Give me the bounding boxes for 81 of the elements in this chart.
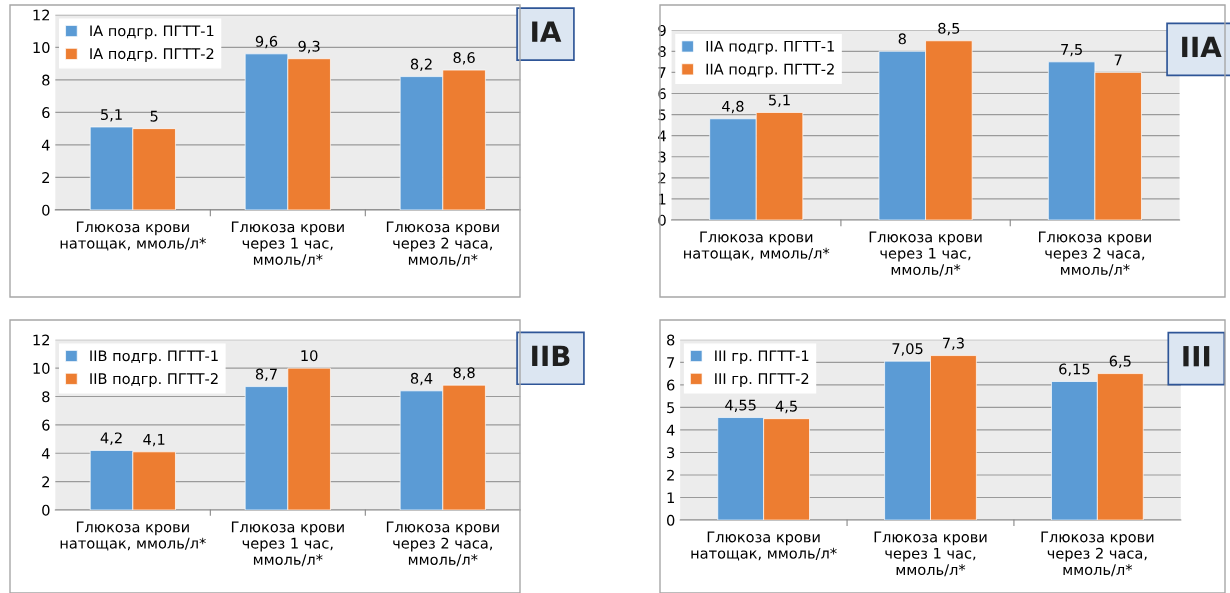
y-tick-label: 3 (667, 447, 675, 459)
chart-title: III (1183, 346, 1210, 367)
data-label: 7,5 (1061, 44, 1082, 57)
x-tick-label: Глюкоза крови через 1 час, ммоль/л* (869, 231, 982, 277)
legend-label: IA подгр. ПГТТ-1 (90, 25, 214, 40)
chart-title: IA (532, 21, 562, 42)
data-label: 9,6 (255, 35, 278, 49)
y-tick-label: 9 (658, 24, 666, 36)
data-label: 10 (301, 350, 318, 362)
y-tick-label: 5 (667, 402, 675, 414)
x-tick-label: Глюкоза крови через 1 час, ммоль/л* (231, 221, 344, 267)
y-tick-label: 12 (33, 9, 50, 21)
y-tick-label: 2 (658, 172, 666, 184)
y-tick-label: 4 (666, 424, 675, 436)
data-label: 7 (1114, 54, 1122, 66)
x-tick-label: Глюкоза крови через 2 часа, ммоль/л* (386, 221, 499, 267)
y-tick-label: 2 (42, 476, 50, 488)
x-tick-label: Глюкоза крови через 2 часа, ммоль/л* (1041, 531, 1154, 577)
data-label: 9,3 (298, 40, 320, 54)
legend-label: IIA подгр. ПГТТ-1 (706, 40, 834, 55)
legend-label: III гр. ПГТТ-1 (715, 350, 809, 365)
y-tick-label: 0 (667, 514, 675, 526)
data-label: 5,1 (769, 94, 790, 107)
x-tick-label: Глюкоза крови натощак, ммоль/л* (691, 531, 837, 561)
legend-label: IIB подгр. ПГТТ-2 (90, 373, 218, 387)
y-tick-label: 8 (42, 74, 50, 86)
legend-label: III гр. ПГТТ-2 (715, 373, 809, 387)
x-tick-label: Глюкоза крови через 2 часа, ммоль/л* (1039, 231, 1151, 277)
legend-label: IIB подгр. ПГТТ-1 (90, 350, 218, 365)
y-tick-label: 8 (667, 334, 675, 346)
y-tick-label: 4 (658, 130, 666, 142)
y-tick-label: 5 (658, 109, 666, 121)
chart-title: IIB (532, 345, 570, 366)
y-tick-label: 7 (658, 67, 666, 78)
data-label: 6,15 (1059, 363, 1090, 376)
y-tick-label: 0 (42, 504, 50, 516)
x-tick-label: Глюкоза крови через 1 час, ммоль/л* (231, 521, 344, 567)
data-label: 5 (150, 110, 158, 122)
data-label: 8,6 (453, 52, 475, 65)
data-label: 4,1 (143, 434, 165, 447)
y-tick-label: 6 (667, 379, 675, 391)
x-tick-label: Глюкоза крови натощак, ммоль/л* (60, 521, 206, 551)
y-tick-label: 10 (33, 362, 50, 374)
data-label: 8,2 (410, 58, 432, 72)
x-tick-label: Глюкоза крови через 2 часа, ммоль/л* (386, 521, 499, 567)
y-tick-label: 10 (33, 42, 50, 54)
y-tick-label: 7 (667, 357, 675, 368)
data-label: 4,5 (775, 400, 797, 414)
data-label: 4,8 (722, 100, 744, 114)
data-label: 5,1 (101, 109, 122, 122)
y-tick-label: 4 (41, 448, 50, 459)
x-tick-label: Глюкоза крови натощак, ммоль/л* (684, 231, 830, 261)
data-label: 6,5 (1109, 355, 1131, 369)
data-label: 8,5 (938, 22, 960, 36)
y-tick-label: 0 (658, 214, 666, 226)
legend-label: IA подгр. ПГТТ-2 (90, 48, 214, 63)
y-tick-label: 3 (658, 151, 666, 163)
data-label: 8,8 (453, 367, 475, 380)
y-tick-label: 6 (658, 88, 666, 100)
data-label: 8 (898, 33, 906, 45)
y-tick-label: 12 (33, 334, 50, 346)
x-tick-label: Глюкоза крови через 1 час, ммоль/л* (874, 531, 987, 577)
y-tick-label: 6 (42, 419, 50, 431)
legend-label: IIA подгр. ПГТТ-2 (706, 63, 834, 78)
data-label: 7,3 (943, 337, 964, 351)
data-label: 7,05 (892, 343, 923, 356)
y-tick-label: 6 (42, 107, 50, 119)
data-label: 4,55 (725, 399, 756, 413)
y-tick-label: 0 (42, 204, 50, 216)
y-tick-label: 1 (659, 193, 666, 205)
y-tick-label: 4 (41, 139, 50, 151)
data-label: 8,4 (410, 372, 433, 386)
x-tick-label: Глюкоза крови натощак, ммоль/л* (60, 221, 206, 251)
chart-title: IIA (1182, 36, 1222, 58)
data-label: 8,7 (255, 368, 277, 382)
y-tick-label: 1 (667, 492, 674, 504)
y-tick-label: 8 (658, 46, 666, 58)
data-label: 4,2 (100, 432, 122, 445)
y-tick-label: 8 (42, 391, 50, 403)
y-tick-label: 2 (667, 469, 674, 481)
y-tick-label: 2 (42, 172, 50, 183)
